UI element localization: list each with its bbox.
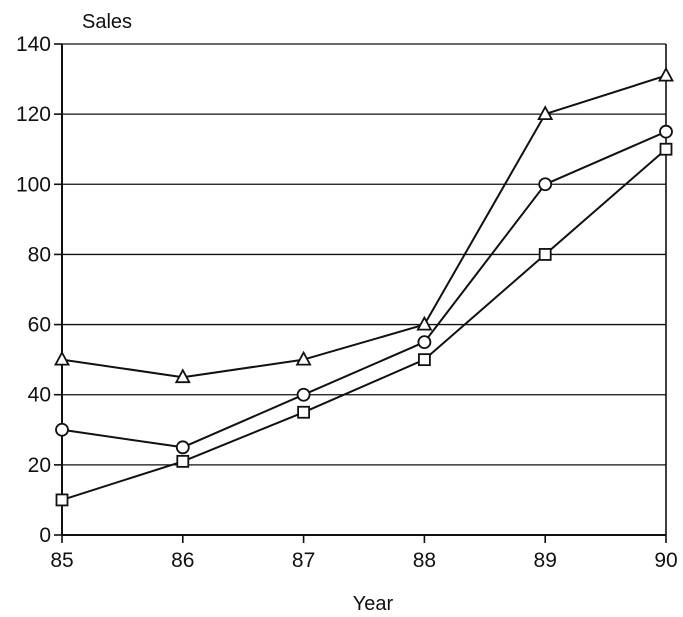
x-tick-label: 85 <box>50 549 73 572</box>
data-point-square <box>417 353 431 367</box>
x-tick-label: 88 <box>413 549 436 572</box>
y-axis-title: Sales <box>82 11 132 33</box>
x-tick-label: 90 <box>654 549 677 572</box>
data-point-circle <box>175 440 190 455</box>
plot-frame <box>61 44 667 536</box>
series-line-triangle <box>61 74 667 379</box>
y-axis-tick-labels: 0 20 40 60 80 100 120 140 <box>16 33 51 547</box>
data-point-circle <box>296 387 311 402</box>
data-point-square <box>538 248 552 261</box>
y-tick-label: 60 <box>28 314 51 337</box>
data-point-triangle <box>416 315 433 331</box>
y-tick-label: 80 <box>28 243 51 266</box>
x-tick-label: 86 <box>171 549 194 572</box>
series-line-square <box>61 148 667 501</box>
y-tick-label: 20 <box>28 454 51 477</box>
y-tick-label: 40 <box>28 384 51 407</box>
data-point-triangle <box>53 350 71 366</box>
data-point-circle <box>659 124 673 139</box>
data-point-square <box>176 454 190 468</box>
y-tick-label: 120 <box>16 103 51 126</box>
series-line-circle <box>61 130 667 449</box>
data-point-triangle <box>537 105 554 120</box>
data-point-triangle <box>295 350 312 366</box>
data-point-square <box>659 142 673 156</box>
x-axis-title: Year <box>353 593 394 615</box>
data-point-square <box>297 405 311 419</box>
y-tick-label: 0 <box>39 524 51 547</box>
gridlines <box>54 43 666 536</box>
data-point-triangle <box>657 66 675 82</box>
data-point-circle <box>55 422 69 437</box>
x-tick-label: 87 <box>292 549 315 572</box>
data-point-triangle <box>174 368 191 384</box>
data-point-circle <box>538 177 553 192</box>
x-tick-label: 89 <box>534 549 557 572</box>
data-point-circle <box>417 335 432 350</box>
series-lines <box>61 74 667 501</box>
x-axis-tick-labels: 85 86 87 88 89 90 <box>50 535 678 572</box>
data-markers <box>53 66 675 507</box>
y-tick-label: 100 <box>16 173 51 196</box>
y-tick-label: 140 <box>16 33 51 56</box>
data-point-square <box>55 493 69 507</box>
